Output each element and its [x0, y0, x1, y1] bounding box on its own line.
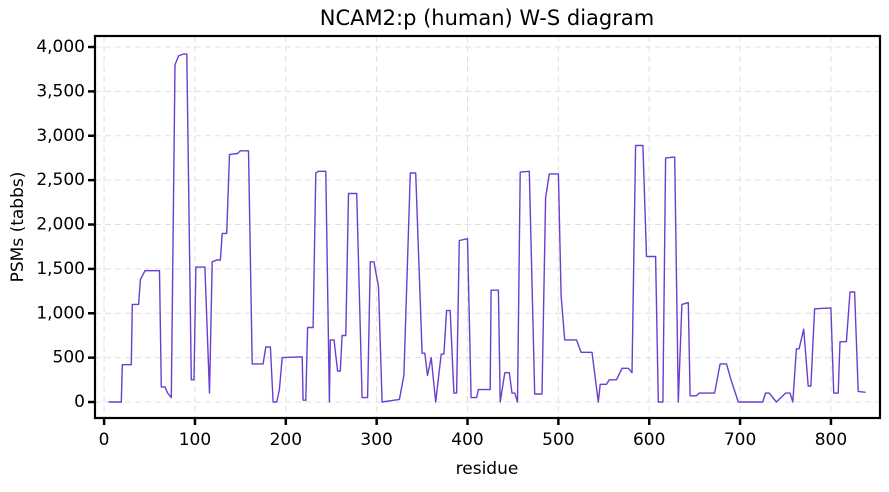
y-tick-label: 500 — [53, 348, 85, 368]
x-tick-label: 600 — [633, 430, 665, 450]
x-tick-label: 300 — [360, 430, 392, 450]
x-tick-label: 0 — [99, 430, 110, 450]
x-tick-label: 500 — [542, 430, 574, 450]
y-tick-label: 2,000 — [36, 215, 85, 235]
y-tick-label: 2,500 — [36, 170, 85, 190]
y-tick-label: 3,000 — [36, 126, 85, 146]
x-tick-label: 200 — [270, 430, 302, 450]
y-axis-label: PSMs (tabbs) — [8, 172, 28, 283]
x-tick-label: 100 — [179, 430, 211, 450]
y-tick-label: 0 — [74, 392, 85, 412]
y-tick-label: 1,000 — [36, 303, 85, 323]
y-tick-label: 3,500 — [36, 81, 85, 101]
x-tick-label: 400 — [451, 430, 483, 450]
data-line — [108, 53, 866, 403]
x-tick-label: 700 — [724, 430, 756, 450]
x-axis-label: residue — [456, 459, 519, 479]
y-tick-label: 4,000 — [36, 37, 85, 57]
chart-title: NCAM2:p (human) W-S diagram — [320, 6, 654, 30]
x-tick-label: 800 — [815, 430, 847, 450]
plot-frame — [93, 34, 882, 420]
y-tick-label: 1,500 — [36, 259, 85, 279]
